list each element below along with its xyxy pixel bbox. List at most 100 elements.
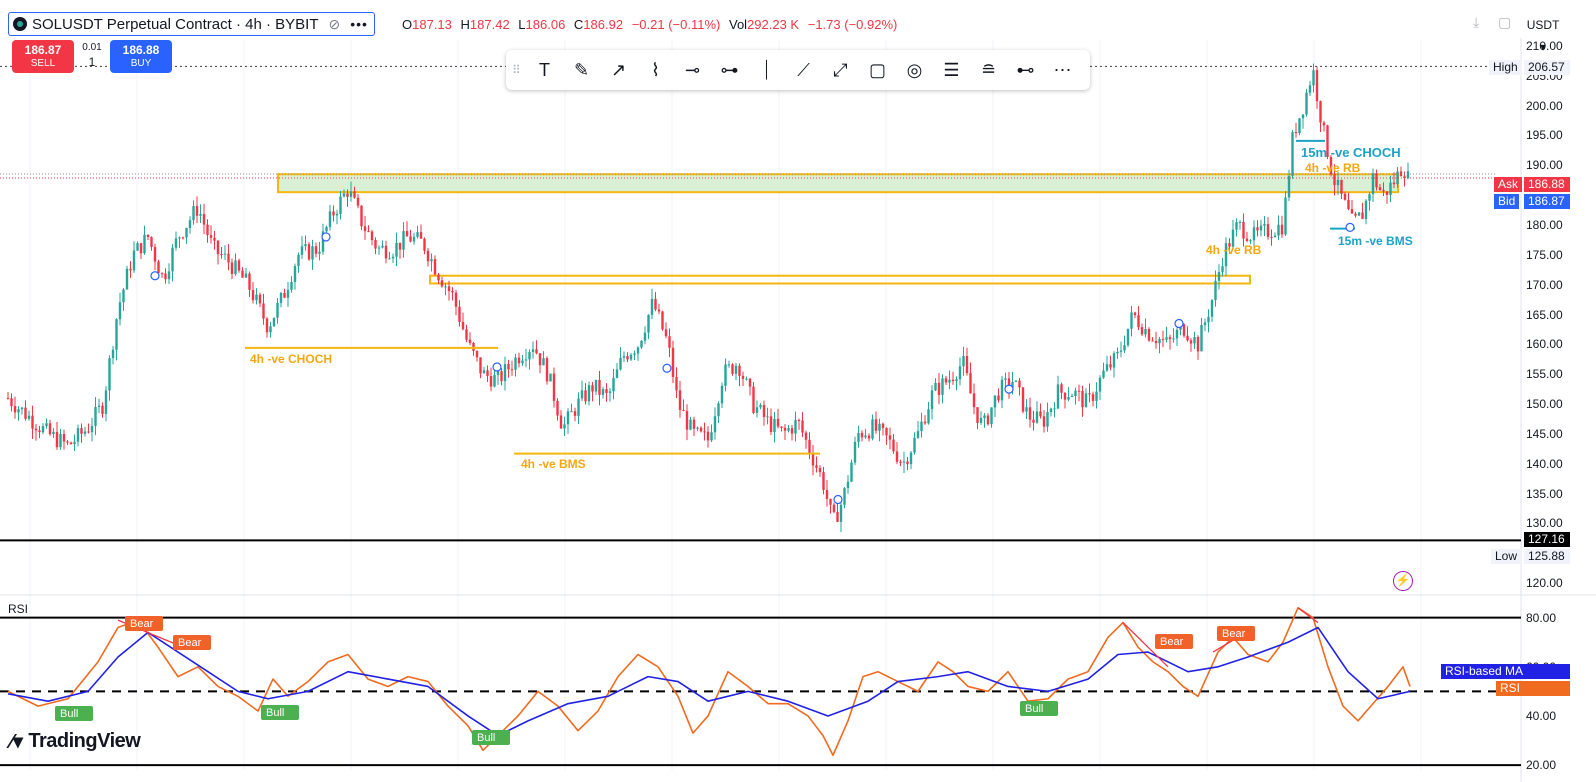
candle-body [388, 258, 391, 260]
position-tool-icon[interactable]: ⊷ [1016, 59, 1035, 80]
candle-body [59, 433, 62, 448]
drag-handle-icon[interactable]: ⠿ [512, 63, 521, 77]
candle-body [633, 353, 636, 355]
candle-body [444, 286, 447, 288]
candle-body [577, 398, 580, 416]
currency-select[interactable]: USDT ▾ [1526, 18, 1560, 54]
horizontal-ray-icon[interactable]: ⊸ [684, 59, 701, 80]
rsi-value [1524, 681, 1570, 696]
candle-body [437, 274, 440, 281]
candle-body [888, 435, 892, 440]
candle-body [311, 246, 314, 260]
candle-body [458, 306, 461, 322]
eye-off-icon[interactable]: ⊘ [328, 15, 341, 32]
candle-body [377, 247, 381, 249]
candle-layer[interactable] [6, 63, 1410, 533]
candle-body [339, 196, 342, 214]
quantity-value[interactable]: 1 [88, 55, 96, 69]
candle-body [1032, 419, 1035, 423]
volume-value: 292.23 K [747, 17, 800, 32]
fullscreen-icon[interactable]: ▢ [1498, 14, 1512, 30]
candle-body [748, 378, 752, 387]
candle-body [1158, 339, 1161, 344]
candle-body [1151, 340, 1154, 342]
rsi-tick: 20.00 [1526, 758, 1557, 773]
text-tool-icon[interactable]: T [539, 59, 550, 80]
tradingview-watermark[interactable]: ⁄▾ TradingView [10, 729, 141, 754]
ohlc-high-value: 187.42 [469, 17, 510, 32]
bull-badge: Bull [477, 732, 495, 744]
candle-body [419, 232, 423, 239]
candle-body [24, 407, 27, 419]
candle-body [1028, 407, 1032, 420]
rsi-pane[interactable]: Bull Bull Bull Bull Bear Bear Bear Bear [0, 607, 1521, 767]
candle-body [542, 358, 545, 366]
candle-body [31, 415, 34, 429]
candle-body [759, 404, 762, 408]
candle-body [69, 442, 73, 445]
candle-body [97, 405, 101, 408]
pivot-marker [662, 363, 672, 373]
candle-body [262, 303, 265, 319]
candle-body [629, 354, 633, 360]
candle-body [461, 321, 465, 330]
candle-body [1144, 328, 1147, 335]
candle-body [780, 426, 783, 428]
candle-body [528, 351, 531, 360]
candle-body [979, 417, 983, 423]
candle-body [48, 423, 52, 435]
candle-body [640, 340, 643, 348]
candle-body [1315, 70, 1319, 102]
candle-body [1035, 411, 1039, 423]
more-icon[interactable]: ••• [350, 16, 368, 32]
trend-line-icon[interactable]: ⟋ [797, 59, 810, 80]
fib-fan-icon[interactable]: ≘ [980, 59, 997, 80]
candle-body [164, 273, 167, 280]
zone-rect [429, 274, 1251, 285]
flash-icon[interactable]: ⚡ [1393, 571, 1413, 591]
info-line-icon[interactable]: ⤢ [833, 59, 848, 80]
candle-body [416, 232, 419, 237]
candle-body [276, 302, 279, 318]
horizontal-line-icon[interactable]: ⊶ [720, 59, 739, 80]
price-tick: 155.00 [1526, 367, 1563, 382]
candle-body [1200, 324, 1203, 352]
quantity-stepper[interactable]: 0.01 1 [74, 40, 110, 73]
candle-body [899, 461, 902, 463]
ohlc-low-key: L [518, 17, 526, 32]
candle-body [678, 390, 682, 410]
candle-body [325, 226, 328, 232]
candle-body [1217, 271, 1221, 281]
symbol-title[interactable]: SOLUSDT Perpetual Contract · 4h · BYBIT [32, 15, 319, 33]
rsi-title[interactable]: RSI [8, 602, 29, 616]
candle-body [101, 405, 104, 414]
candle-body [563, 424, 566, 429]
candle-body [45, 423, 48, 427]
candle-body [174, 238, 178, 248]
candle-body [1207, 316, 1210, 323]
candle-body [468, 339, 472, 343]
candle-body [647, 314, 650, 333]
bear-badge: Bear [1222, 628, 1246, 640]
buy-button[interactable]: 186.88 BUY [110, 40, 172, 73]
fib-retracement-icon[interactable]: ☰ [943, 59, 960, 80]
candle-body [447, 286, 451, 292]
brush-tool-icon[interactable]: ✎ [573, 59, 590, 80]
arrow-tool-icon[interactable]: ↗ [610, 59, 627, 80]
forecast-tool-icon[interactable]: ⋯ [1053, 59, 1072, 80]
candle-body [612, 377, 615, 392]
candle-body [1074, 390, 1077, 397]
candle-body [248, 273, 251, 290]
candle-body [192, 206, 195, 221]
symbol-legend[interactable]: SOLUSDT Perpetual Contract · 4h · BYBIT … [8, 12, 375, 36]
path-tool-icon[interactable]: ⌇ [651, 59, 660, 80]
candle-body [279, 292, 283, 303]
rectangle-tool-icon[interactable]: ▢ [868, 59, 886, 80]
candle-body [122, 289, 125, 303]
vertical-line-icon[interactable]: ⏐ [761, 59, 772, 80]
circle-tool-icon[interactable]: ◎ [906, 59, 923, 80]
sell-button[interactable]: 186.87 SELL [12, 40, 74, 73]
download-icon[interactable]: ⤓ [1473, 14, 1480, 30]
